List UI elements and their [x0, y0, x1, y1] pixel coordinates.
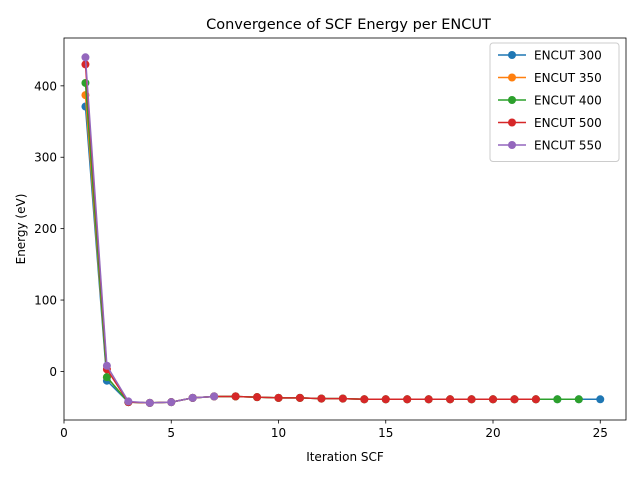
legend-item: ENCUT 300 [498, 49, 602, 63]
data-point [145, 398, 154, 407]
legend-label: ENCUT 300 [534, 49, 602, 63]
y-tick-label: 200 [34, 222, 57, 236]
data-point [253, 393, 262, 402]
data-point [188, 393, 197, 402]
x-tick-label: 15 [378, 426, 393, 440]
series-encut-550 [81, 53, 219, 407]
data-point [210, 392, 219, 401]
legend-marker [508, 118, 516, 127]
y-tick-label: 100 [34, 294, 57, 308]
data-point [81, 78, 90, 87]
legend-item: ENCUT 550 [498, 139, 602, 153]
data-point [338, 394, 347, 403]
data-point [381, 395, 390, 404]
x-tick-label: 20 [485, 426, 500, 440]
y-axis-label: Energy (eV) [14, 194, 28, 265]
legend: ENCUT 300 ENCUT 350 ENCUT 400 ENCUT 500 ENCU… [489, 42, 620, 162]
legend-label: ENCUT 350 [534, 71, 602, 85]
legend-box [489, 42, 620, 162]
data-point [295, 393, 304, 402]
data-point [102, 373, 111, 382]
data-point [596, 395, 605, 404]
y-tick-label: 300 [34, 151, 57, 165]
data-point [574, 395, 583, 404]
data-point [510, 395, 519, 404]
data-point [231, 392, 240, 401]
data-point [424, 395, 433, 404]
data-point [317, 394, 326, 403]
data-point [467, 395, 476, 404]
legend-item: ENCUT 350 [498, 71, 602, 85]
legend-label: ENCUT 400 [534, 94, 602, 108]
legend-label: ENCUT 500 [534, 116, 602, 130]
y-tick-label: 400 [34, 79, 57, 93]
data-point [489, 395, 498, 404]
legend-label: ENCUT 550 [534, 139, 602, 153]
legend-marker [508, 96, 516, 104]
x-axis-ticks: 0 5 10 15 20 25 [60, 420, 608, 440]
data-point [81, 53, 90, 62]
data-point [553, 395, 562, 404]
data-point [531, 395, 540, 404]
y-tick-label: 0 [49, 365, 57, 379]
data-point [102, 361, 111, 370]
legend-marker [508, 141, 516, 149]
x-tick-label: 25 [593, 426, 608, 440]
x-tick-label: 10 [271, 426, 286, 440]
x-tick-label: 0 [60, 426, 68, 440]
data-point [446, 395, 455, 404]
data-point [403, 395, 412, 404]
legend-marker [508, 51, 516, 59]
legend-marker [508, 73, 516, 82]
y-axis-ticks: 0 100 200 300 400 [34, 79, 64, 379]
data-point [167, 398, 176, 407]
plot-area [81, 53, 605, 407]
x-axis-label: Iteration SCF [306, 450, 384, 464]
data-point [274, 393, 283, 402]
legend-item: ENCUT 400 [498, 94, 602, 108]
data-point [360, 395, 369, 404]
data-point [124, 397, 133, 406]
x-tick-label: 5 [167, 426, 175, 440]
chart-title: Convergence of SCF Energy per ENCUT [206, 17, 491, 33]
legend-item: ENCUT 500 [498, 116, 602, 130]
